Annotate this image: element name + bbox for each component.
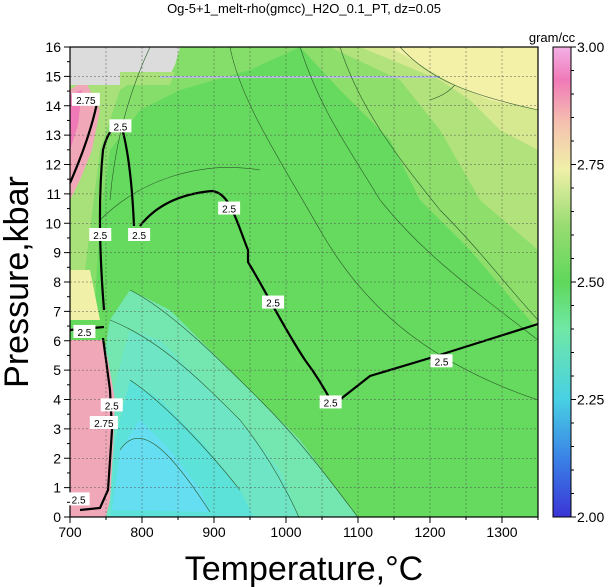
y-tick-label: 10: [45, 215, 61, 231]
y-tick-label: 5: [53, 362, 61, 378]
contour-label-bg: [109, 119, 132, 133]
contour-label: 2.5: [77, 328, 91, 339]
colorbar-tick-label: 2.50: [577, 274, 604, 290]
x-tick-label: 1200: [414, 524, 445, 540]
y-tick-label: 7: [53, 303, 61, 319]
colorbar: [552, 46, 572, 518]
contour-label-bg: [430, 354, 453, 368]
contour-label-bg: [100, 398, 123, 412]
thin-contours: [99, 47, 538, 517]
contour-label: 2.5: [72, 495, 86, 506]
contour-label: 2.5: [324, 398, 338, 409]
contour-label-bg: [71, 92, 100, 106]
y-tick-label: 3: [53, 421, 61, 437]
contour-label: 2.75: [76, 96, 96, 107]
colorbar-tick-label: 3.00: [577, 39, 604, 55]
chart-title: Og-5+1_melt-rho(gmcc)_H2O_0.1_PT, dz=0.0…: [167, 1, 441, 16]
x-axis-title: Temperature,°C: [185, 550, 423, 587]
x-tick-label: 700: [58, 524, 82, 540]
y-tick-label: 13: [45, 127, 61, 143]
contour-label-bg: [319, 395, 342, 409]
contour-label: 2.5: [435, 357, 449, 368]
x-tick-label: 1300: [486, 524, 517, 540]
x-tick-label: 1000: [270, 524, 301, 540]
contour-label: 2.5: [93, 231, 107, 242]
y-tick-label: 1: [53, 480, 61, 496]
contour-label-bg: [67, 492, 90, 506]
contour-label-bg: [89, 416, 118, 429]
y-tick-label: 11: [46, 186, 61, 202]
y-tick-label: 15: [45, 68, 61, 84]
contour-label-bg: [128, 228, 151, 241]
contour-label-bg: [218, 201, 241, 215]
colorbar-title: gram/cc: [529, 30, 576, 45]
x-tick-label: 800: [130, 524, 154, 540]
contour-label: 2.5: [132, 231, 146, 242]
contour-label: 2.5: [113, 122, 127, 133]
contour-label-bg: [89, 228, 112, 241]
x-axis: 700 800 900 1000 1100 1200 1300: [58, 517, 539, 540]
contour-label: 2.5: [105, 401, 119, 412]
y-tick-label: 9: [53, 245, 61, 261]
y-tick-label: 16: [45, 39, 61, 55]
contour-label-bg: [73, 324, 96, 338]
y-tick-label: 8: [53, 274, 61, 290]
contour-label-bg: [262, 295, 285, 309]
colorbar-tick-label: 2.25: [577, 392, 604, 408]
y-tick-label: 12: [45, 157, 61, 173]
colorbar-ticks: 2.00 2.25 2.50 2.75 3.00: [571, 39, 604, 525]
contour-label: 2.5: [222, 205, 236, 216]
y-tick-label: 6: [53, 333, 61, 349]
x-tick-label: 900: [202, 524, 226, 540]
y-tick-label: 4: [53, 392, 61, 408]
contour-label: 2.5: [266, 299, 280, 310]
contour-labels: 2.75 2.5 2.5 2.5 2.5 2.5 2.5 2.5 2.5 2.5 2.75 2.5: [67, 92, 453, 506]
x-tick-label: 1100: [343, 524, 373, 540]
colorbar-tick-label: 2.75: [577, 157, 604, 173]
y-tick-label: 0: [53, 509, 61, 525]
y-tick-label: 2: [53, 450, 61, 466]
colorbar-tick-label: 2.00: [577, 509, 604, 525]
y-axis-title: Pressure,kbar: [0, 176, 36, 388]
contour-label: 2.75: [94, 419, 114, 430]
y-tick-label: 14: [45, 98, 61, 114]
density-field: [70, 47, 538, 517]
